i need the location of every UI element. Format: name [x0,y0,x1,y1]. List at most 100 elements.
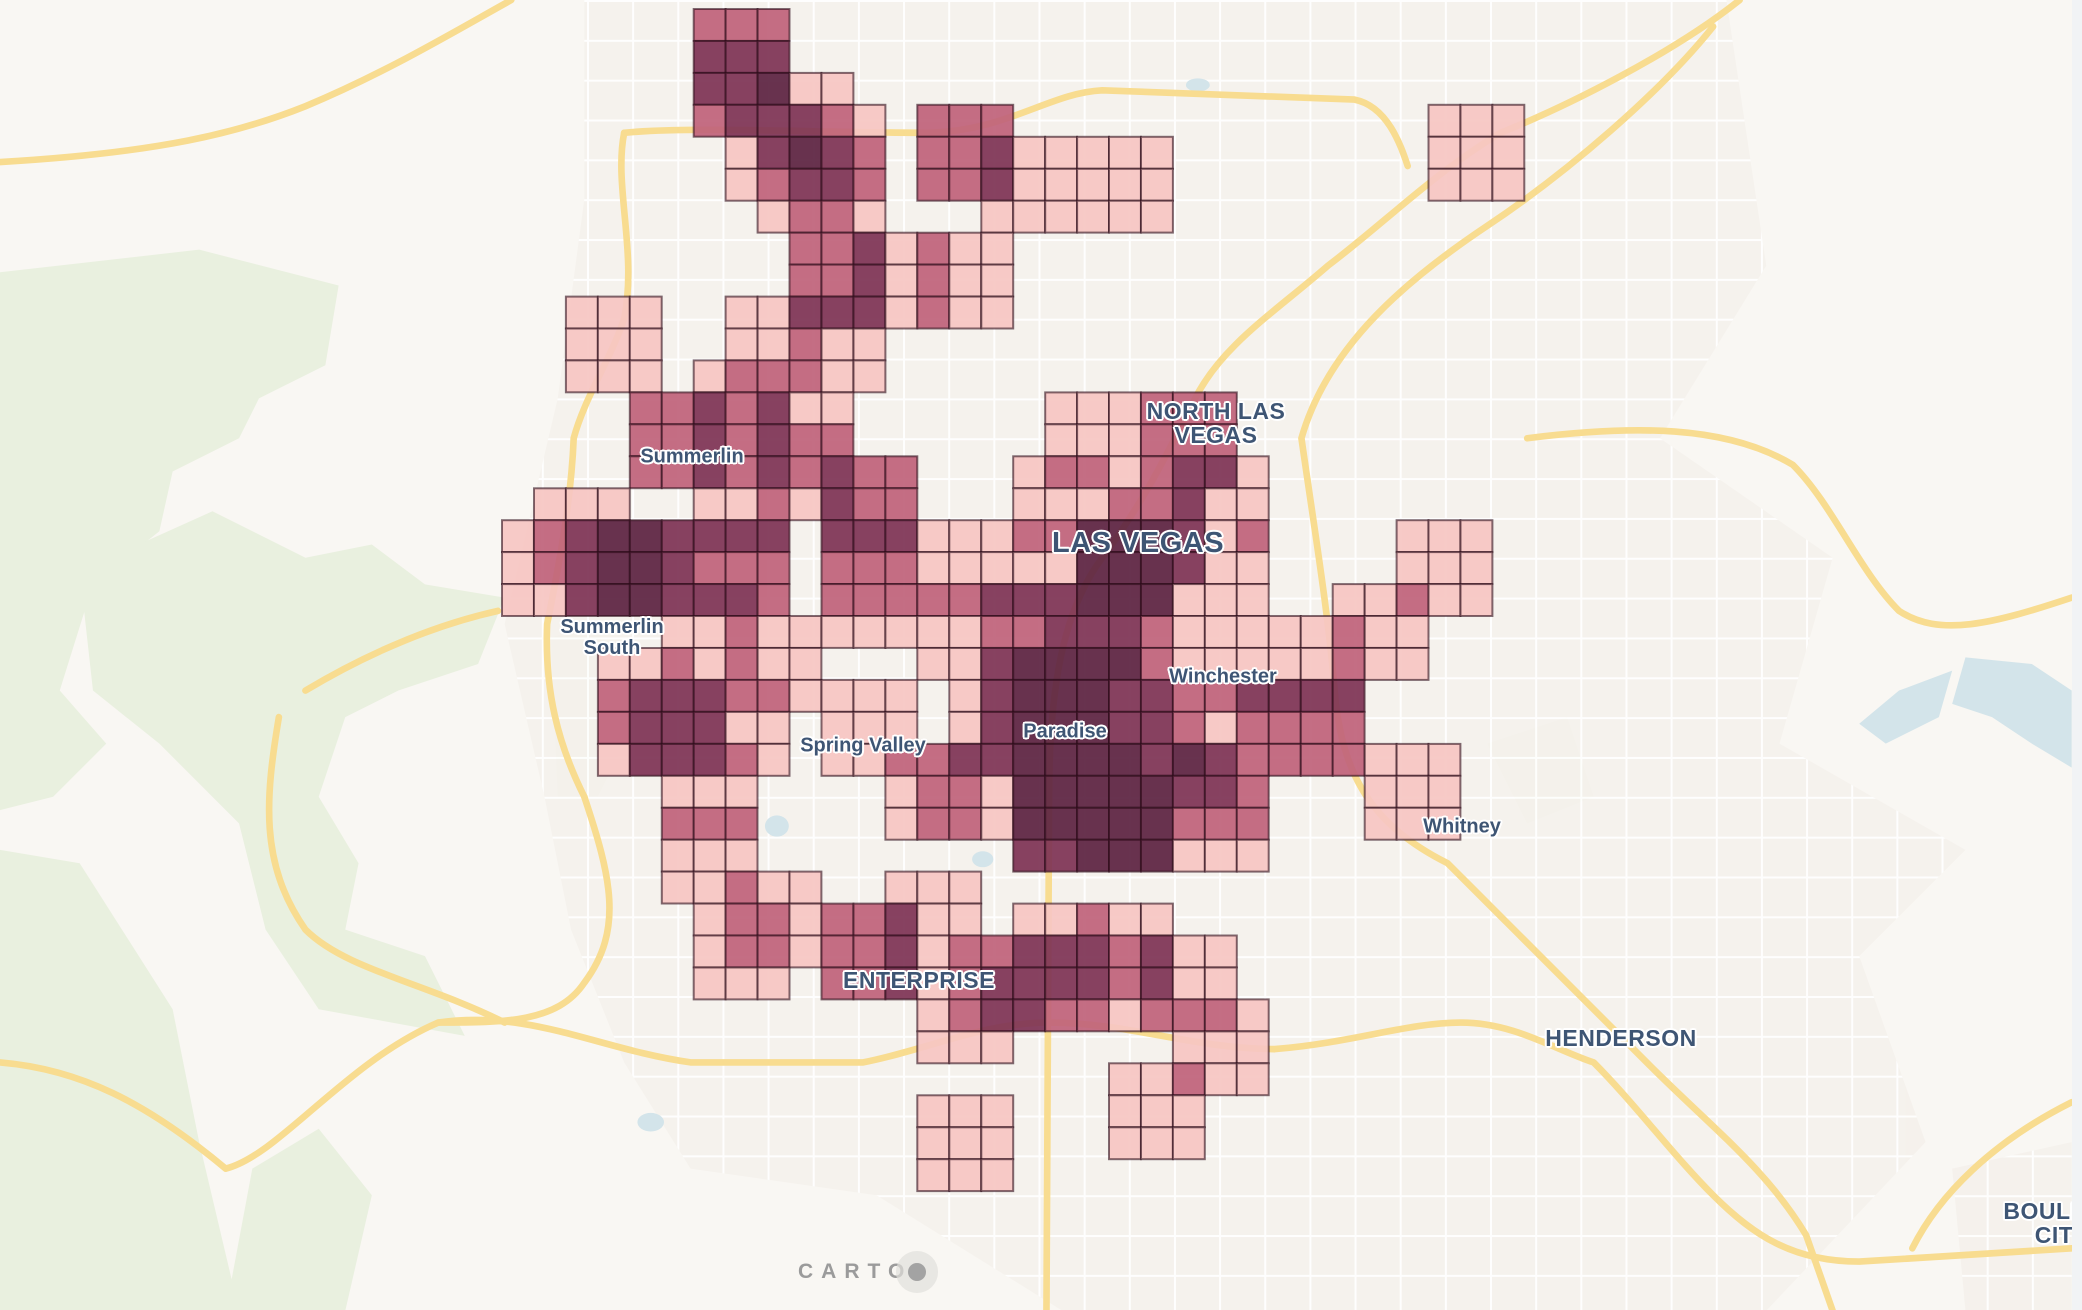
grid-cell-level-1 [884,806,919,841]
grid-cell-level-3 [1108,615,1142,649]
grid-cell-level-3 [1012,998,1047,1033]
grid-cell-level-1 [1459,167,1494,202]
grid-cell-level-1 [1044,423,1079,458]
grid-cell-level-2 [724,806,759,841]
grid-cell-level-1 [948,870,983,905]
grid-cell-level-1 [1171,934,1206,969]
grid-cell-level-2 [724,391,759,426]
grid-cell-level-2 [788,231,823,266]
grid-cell-level-3 [628,742,663,777]
grid-cell-level-4 [1012,806,1047,841]
grid-cell-level-2 [1395,583,1430,617]
label-line: VEGAS [1174,422,1258,448]
grid-cell-level-4 [1171,742,1206,777]
grid-cell-level-3 [1076,966,1110,1001]
grid-cell-level-2 [756,8,791,42]
grid-cell-level-1 [1235,1062,1270,1097]
place-label-summerlin-south: Summerlin South [560,617,663,659]
grid-cell-level-2 [1235,742,1270,777]
grid-cell-level-2 [916,583,951,617]
grid-cell-level-1 [756,870,791,905]
grid-cell-level-3 [980,135,1015,170]
grid-cell-level-1 [1363,742,1398,777]
grid-cell-level-2 [852,167,887,202]
place-label-enterprise: ENTERPRISE [843,966,995,993]
grid-cell-level-1 [1108,902,1142,937]
grid-cell-level-3 [948,742,983,777]
grid-cell-level-1 [884,263,919,298]
grid-cell-level-1 [1491,135,1526,170]
grid-cell-level-2 [916,263,951,298]
grid-cell-level-1 [980,231,1015,266]
grid-cell-level-3 [1044,615,1079,649]
carto-attribution-logo[interactable]: CARTO [798,1252,927,1292]
grid-cell-level-1 [596,295,631,330]
grid-cell-level-2 [660,391,695,426]
grid-cell-level-4 [788,135,823,170]
grid-cell-level-2 [1044,998,1079,1033]
grid-cell-level-2 [1235,774,1270,809]
grid-cell-level-1 [1171,583,1206,617]
grid-cell-level-2 [724,870,759,905]
grid-cell-level-1 [1108,1126,1142,1161]
grid-cell-level-3 [1171,551,1206,585]
grid-cell-level-1 [788,487,823,522]
grid-cell-level-1 [980,774,1015,809]
grid-cell-level-1 [1140,1094,1174,1129]
grid-cell-level-4 [628,583,663,617]
grid-cell-level-4 [1044,806,1079,841]
grid-cell-level-3 [724,519,759,554]
grid-cell-level-1 [884,774,919,809]
label-line: NORTH LAS [1146,397,1286,424]
grid-cell-level-4 [1140,806,1174,841]
grid-cell-level-1 [1108,135,1142,170]
grid-cell-level-1 [1235,551,1270,585]
grid-cell-level-1 [1108,1062,1142,1097]
grid-cell-level-1 [1331,583,1366,617]
grid-cell-level-1 [1203,966,1238,1001]
grid-cell-level-1 [692,838,727,873]
grid-cell-level-1 [884,710,919,745]
grid-cell-level-1 [1108,998,1142,1033]
grid-cell-level-1 [852,103,887,138]
grid-cell-level-1 [820,678,855,713]
grid-cell-level-1 [916,870,951,905]
grid-cell-level-1 [1108,391,1142,426]
grid-cell-level-1 [692,902,727,937]
grid-cell-level-1 [1171,1094,1206,1129]
grid-cell-level-1 [1203,710,1238,745]
grid-cell-level-1 [1235,647,1270,681]
grid-cell-level-3 [1044,583,1079,617]
grid-cell-level-1 [948,647,983,681]
grid-cell-level-2 [1267,742,1302,777]
grid-cell-level-3 [980,583,1015,617]
grid-cell-level-1 [1171,1126,1206,1161]
grid-cell-level-1 [1395,615,1430,649]
grid-cell-level-2 [916,167,951,202]
grid-cell-level-2 [820,103,855,138]
grid-cell-level-1 [724,710,759,745]
grid-cell-level-3 [692,742,727,777]
grid-cell-level-1 [788,870,823,905]
grid-cell-level-2 [692,8,727,42]
grid-cell-level-1 [692,487,727,522]
grid-cell-level-1 [1427,167,1462,202]
grid-cell-level-2 [1012,519,1047,554]
grid-cell-level-1 [1108,423,1142,458]
grid-cell-level-2 [1331,742,1366,777]
grid-cell-level-1 [852,359,887,394]
grid-cell-level-1 [884,870,919,905]
grid-cell-level-2 [1140,615,1174,649]
grid-cell-level-1 [1076,199,1110,234]
grid-cell-level-3 [820,455,855,490]
grid-cell-level-3 [692,40,727,74]
grid-cell-level-1 [1203,583,1238,617]
grid-cell-level-1 [1427,103,1462,138]
grid-cell-level-1 [1395,774,1430,809]
grid-cell-level-2 [724,8,759,42]
grid-cell-level-1 [501,519,535,554]
grid-cell-level-4 [1140,838,1174,873]
grid-cell-level-2 [692,103,727,138]
grid-cell-level-3 [1012,838,1047,873]
